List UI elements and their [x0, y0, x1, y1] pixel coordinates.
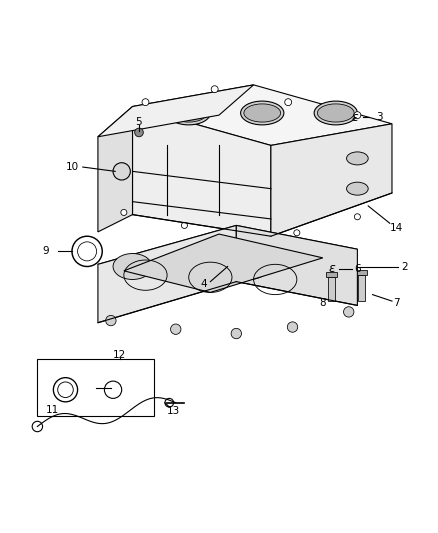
Text: 10: 10: [65, 162, 78, 172]
Text: 14: 14: [390, 223, 403, 232]
Ellipse shape: [244, 104, 281, 122]
Polygon shape: [98, 107, 133, 232]
Ellipse shape: [113, 163, 131, 180]
Bar: [357, 270, 367, 275]
Circle shape: [285, 99, 292, 106]
Text: ε: ε: [352, 111, 359, 124]
Polygon shape: [98, 85, 254, 137]
Text: 4: 4: [201, 279, 207, 289]
Bar: [37, 359, 154, 416]
Circle shape: [170, 324, 181, 334]
Ellipse shape: [230, 254, 269, 279]
Bar: [326, 272, 337, 277]
Ellipse shape: [170, 104, 207, 122]
Polygon shape: [133, 107, 271, 236]
Text: 13: 13: [167, 406, 180, 416]
Text: 7: 7: [393, 298, 399, 308]
Polygon shape: [271, 124, 392, 236]
Circle shape: [106, 316, 116, 326]
Ellipse shape: [346, 182, 368, 195]
Polygon shape: [98, 225, 236, 322]
Circle shape: [343, 306, 354, 317]
Text: 2: 2: [402, 262, 408, 271]
Text: 6: 6: [354, 264, 361, 273]
Circle shape: [134, 128, 143, 137]
Circle shape: [231, 328, 241, 338]
Polygon shape: [133, 85, 392, 146]
Text: 5: 5: [136, 117, 142, 127]
Ellipse shape: [346, 152, 368, 165]
Ellipse shape: [318, 104, 354, 122]
Circle shape: [287, 322, 298, 332]
Ellipse shape: [113, 254, 152, 279]
Circle shape: [294, 230, 300, 236]
Ellipse shape: [167, 101, 210, 125]
Polygon shape: [236, 225, 357, 305]
Circle shape: [354, 214, 360, 220]
Ellipse shape: [169, 254, 208, 279]
Polygon shape: [124, 234, 323, 293]
Circle shape: [121, 209, 127, 215]
Ellipse shape: [314, 101, 357, 125]
Circle shape: [211, 86, 218, 93]
Circle shape: [237, 231, 244, 237]
Bar: [328, 277, 335, 301]
Text: 12: 12: [113, 350, 126, 360]
Circle shape: [354, 112, 361, 119]
Text: 8: 8: [319, 298, 326, 308]
Text: 9: 9: [43, 246, 49, 256]
Circle shape: [142, 99, 149, 106]
Text: 11: 11: [46, 405, 59, 415]
Bar: [358, 275, 365, 301]
Ellipse shape: [240, 101, 284, 125]
Circle shape: [181, 222, 187, 229]
Text: ε: ε: [328, 262, 335, 275]
Polygon shape: [98, 225, 357, 288]
Text: 3: 3: [376, 112, 382, 122]
